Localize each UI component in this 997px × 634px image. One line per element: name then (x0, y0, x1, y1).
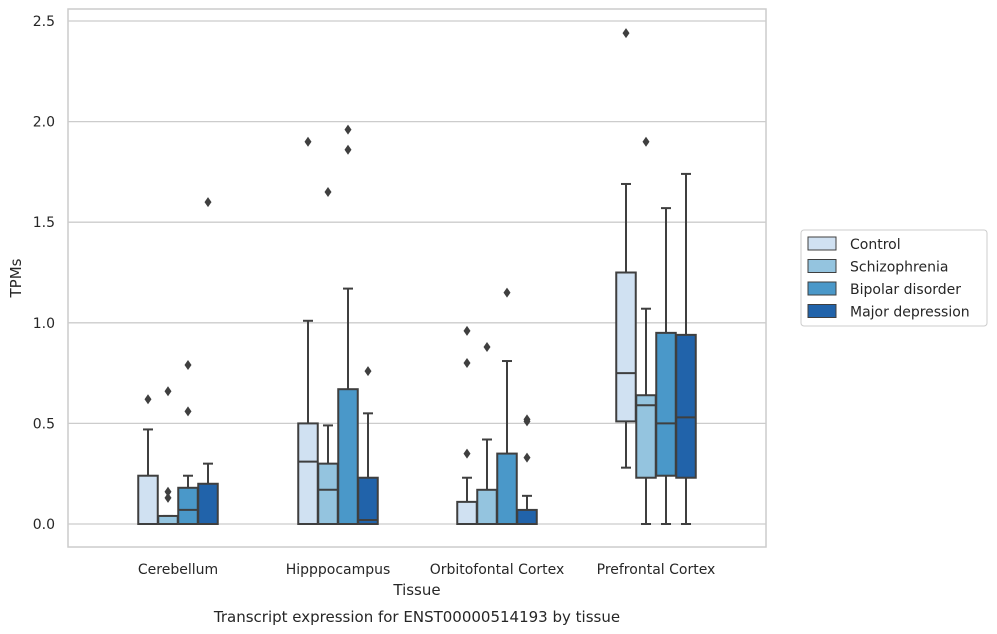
box-iqr (655, 331, 677, 477)
box (615, 28, 637, 469)
box (297, 136, 319, 525)
legend-frame (800, 229, 988, 327)
outlier-point (324, 187, 332, 198)
box-iqr (357, 476, 379, 525)
y-tick-label: 2.5 (33, 14, 55, 30)
y-tick-label: 0.0 (33, 517, 55, 533)
box (516, 414, 538, 525)
box-iqr (675, 333, 697, 479)
outlier-point (204, 197, 212, 208)
box-iqr (635, 394, 657, 479)
box-iqr (615, 271, 637, 423)
outlier-point (344, 144, 352, 155)
y-axis-ticks: 0.0 0.5 1.0 1.5 2.0 2.5 (33, 14, 55, 533)
outlier-point (184, 406, 192, 417)
outlier-point (463, 325, 471, 336)
legend-label: Major depression (850, 305, 970, 321)
outlier-point (164, 386, 172, 397)
y-tick-label: 1.5 (33, 215, 55, 231)
box (177, 360, 199, 525)
legend-swatch (807, 236, 837, 251)
box-iqr (177, 486, 199, 525)
outlier-point (164, 492, 172, 503)
box (137, 394, 159, 526)
outlier-point (463, 448, 471, 459)
outlier-point (622, 28, 630, 39)
series-bipolar-disorder (177, 124, 677, 526)
chart-caption: Transcript expression for ENST0000051419… (213, 608, 620, 626)
y-tick-label: 0.5 (33, 416, 55, 432)
box (357, 366, 379, 525)
box-iqr (456, 500, 478, 526)
y-tick-label: 1.0 (33, 316, 55, 332)
box-plot-series (137, 28, 697, 526)
legend-label: Bipolar disorder (850, 282, 961, 298)
outlier-point (463, 358, 471, 369)
legend-swatch (807, 259, 837, 273)
box (157, 386, 179, 526)
outlier-point (304, 136, 312, 147)
x-axis-title: Tissue (392, 581, 440, 599)
box-iqr (297, 422, 319, 525)
box (635, 136, 657, 525)
outlier-point (483, 341, 491, 352)
box (476, 341, 498, 525)
box-iqr (516, 508, 538, 525)
box-iqr (476, 488, 498, 525)
legend-swatch (807, 281, 837, 296)
box (496, 287, 518, 525)
box-iqr (496, 452, 518, 525)
outlier-point (523, 452, 531, 463)
outlier-point (344, 124, 352, 135)
series-control (137, 28, 637, 526)
outlier-point (523, 414, 531, 425)
outlier-point (184, 360, 192, 371)
outlier-point (364, 366, 372, 377)
plot-area-frame (67, 8, 767, 548)
box (197, 197, 219, 526)
series-major-depression (197, 172, 697, 526)
box (456, 325, 478, 526)
outlier-point (164, 486, 172, 497)
legend: Control Schizophrenia Bipolar disorder Majo… (800, 229, 988, 327)
x-tick-label: Orbitofontal Cortex (430, 562, 565, 578)
box-iqr (157, 514, 179, 526)
legend-label: Schizophrenia (850, 260, 948, 276)
outlier-point (144, 394, 152, 405)
box-iqr (197, 482, 219, 526)
box (675, 172, 697, 525)
box-iqr (317, 462, 339, 526)
box-iqr (137, 474, 159, 526)
box-iqr (337, 388, 359, 526)
y-axis-title: TPMs (7, 258, 25, 298)
legend-label: Control (850, 237, 901, 253)
x-tick-label: Cerebellum (138, 562, 218, 578)
x-tick-label: Prefrontal Cortex (597, 562, 716, 578)
box (655, 207, 677, 525)
y-tick-label: 2.0 (33, 115, 55, 131)
box (317, 187, 339, 526)
outlier-point (642, 136, 650, 147)
legend-swatch (807, 304, 837, 318)
x-axis-ticks: Cerebellum Hipppocampus Orbitofontal Corte… (138, 562, 715, 578)
box (337, 124, 359, 526)
x-tick-label: Hipppocampus (286, 562, 391, 578)
outlier-point (503, 287, 511, 298)
series-schizophrenia (157, 136, 657, 526)
